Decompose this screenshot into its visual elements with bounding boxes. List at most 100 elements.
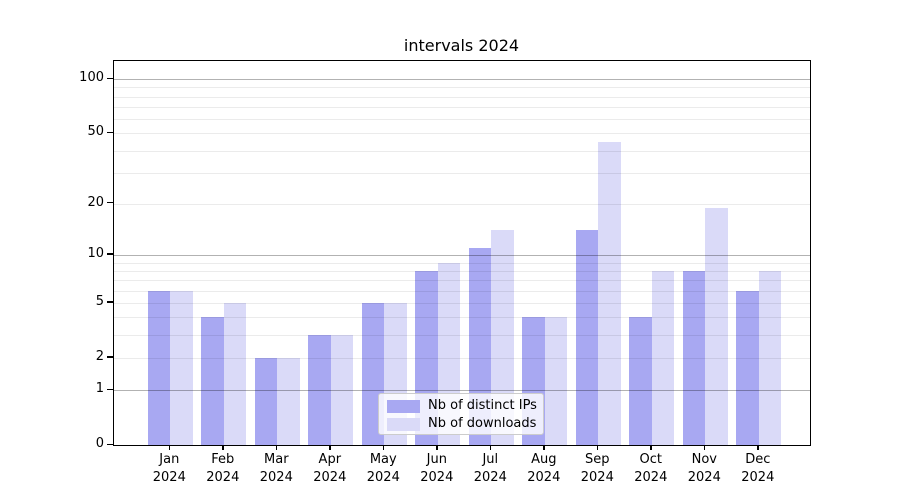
gridline-minor-9 — [114, 262, 810, 264]
x-tick-label-nov: Nov 2024 — [672, 451, 736, 487]
legend-row-downloads: Nb of downloads — [387, 415, 543, 433]
x-tick-label-month: Nov — [691, 452, 717, 467]
x-tick-label-year: 2024 — [420, 470, 454, 485]
gridline-minor-20 — [114, 203, 810, 205]
gridline-minor-70 — [114, 107, 810, 109]
x-tick-label-jun: Jun 2024 — [405, 451, 469, 487]
x-tick-jul — [489, 445, 492, 450]
gridline-minor-60 — [114, 119, 810, 121]
legend-swatch-distinct-ips — [387, 399, 420, 413]
gridline-minor-2 — [114, 357, 810, 359]
x-tick-feb — [222, 445, 224, 450]
y-tick-label-1: 1 — [95, 381, 104, 397]
x-tick-label-feb: Feb 2024 — [191, 451, 255, 487]
y-tick-label-100: 100 — [79, 70, 104, 86]
x-tick-oct — [650, 445, 652, 450]
bar-nb-of-downloads-feb — [223, 302, 247, 445]
x-tick-label-month: May — [369, 452, 397, 467]
legend-label-distinct-ips: Nb of distinct IPs — [428, 398, 537, 413]
y-tick-label-20: 20 — [87, 194, 104, 210]
gridline-minor-7 — [114, 280, 810, 282]
x-tick-sep — [596, 445, 599, 450]
gridline-minor-6 — [114, 290, 810, 292]
x-tick-label-year: 2024 — [259, 470, 293, 485]
x-tick-label-year: 2024 — [687, 470, 721, 485]
y-tick-2 — [107, 356, 113, 358]
y-tick-label-50: 50 — [87, 124, 104, 140]
x-tick-mar — [275, 445, 278, 450]
y-tick-0 — [107, 443, 113, 445]
x-tick-label-month: Apr — [318, 452, 342, 467]
bar-nb-of-distinct-ips-dec — [736, 290, 759, 445]
x-tick-nov — [703, 445, 706, 450]
x-tick-label-month: Dec — [745, 452, 771, 467]
gridline-minor-3 — [114, 335, 810, 337]
x-tick-label-month: Feb — [211, 452, 235, 467]
x-tick-label-jul: Jul 2024 — [458, 451, 522, 487]
y-tick-5 — [107, 301, 113, 303]
y-tick-label-2: 2 — [95, 348, 104, 364]
x-tick-label-month: Oct — [639, 452, 663, 467]
legend-swatch-downloads — [387, 417, 420, 431]
bar-nb-of-downloads-aug — [544, 317, 568, 445]
gridline-minor-8 — [114, 270, 810, 272]
x-tick-aug — [543, 445, 545, 450]
bar-nb-of-distinct-ips-sep — [575, 230, 599, 445]
bar-nb-of-downloads-apr — [330, 335, 354, 445]
x-tick-jan — [168, 445, 171, 450]
bar-nb-of-distinct-ips-oct — [629, 317, 652, 445]
x-tick-apr — [329, 445, 331, 450]
x-tick-label-year: 2024 — [152, 470, 186, 485]
bar-nb-of-downloads-mar — [277, 357, 300, 445]
y-tick-label-10: 10 — [87, 245, 104, 261]
x-tick-label-apr: Apr 2024 — [298, 451, 362, 487]
y-tick-label-0: 0 — [95, 436, 104, 451]
gridline-major-100 — [114, 79, 810, 81]
x-tick-label-month: Jan — [159, 452, 180, 467]
legend: Nb of distinct IPs Nb of downloads — [378, 393, 544, 435]
bar-nb-of-distinct-ips-feb — [201, 317, 224, 445]
plot-area: Nb of distinct IPs Nb of downloads — [113, 60, 811, 446]
x-tick-may — [382, 445, 385, 450]
x-tick-label-month: Mar — [264, 452, 289, 467]
y-tick-label-5: 5 — [95, 293, 104, 309]
bar-nb-of-distinct-ips-nov — [682, 270, 706, 445]
y-tick-1 — [107, 388, 113, 390]
y-tick-100 — [107, 77, 113, 79]
gridline-minor-5 — [114, 302, 810, 304]
bar-nb-of-distinct-ips-mar — [254, 357, 278, 445]
y-tick-20 — [107, 202, 113, 204]
x-tick-label-jan: Jan 2024 — [137, 451, 201, 487]
bar-nb-of-downloads-dec — [758, 270, 782, 445]
bar-nb-of-distinct-ips-apr — [308, 335, 331, 445]
x-tick-label-month: Aug — [531, 452, 557, 467]
gridline-major-10 — [114, 254, 810, 256]
x-tick-label-year: 2024 — [741, 470, 775, 485]
x-tick-label-dec: Dec 2024 — [726, 451, 790, 487]
bar-nb-of-downloads-oct — [651, 270, 675, 445]
x-tick-label-year: 2024 — [473, 470, 507, 485]
x-tick-label-year: 2024 — [580, 470, 614, 485]
x-tick-label-month: Jul — [482, 452, 499, 467]
bar-nb-of-downloads-jul — [491, 230, 514, 445]
bar-nb-of-distinct-ips-jan — [147, 290, 171, 445]
gridline-major-1 — [114, 390, 810, 392]
bar-nb-of-downloads-nov — [705, 207, 728, 445]
gridline-minor-40 — [114, 150, 810, 152]
x-tick-label-oct: Oct 2024 — [619, 451, 683, 487]
x-tick-label-year: 2024 — [313, 470, 347, 485]
legend-row-distinct-ips: Nb of distinct IPs — [387, 397, 543, 415]
y-tick-10 — [107, 253, 113, 255]
x-tick-dec — [757, 445, 759, 450]
x-tick-label-year: 2024 — [366, 470, 400, 485]
legend-label-downloads: Nb of downloads — [428, 416, 537, 431]
gridline-minor-80 — [114, 96, 810, 98]
chart-title: intervals 2024 — [403, 36, 520, 55]
x-tick-label-year: 2024 — [634, 470, 668, 485]
gridline-minor-30 — [114, 172, 810, 174]
x-tick-label-month: Jun — [426, 452, 447, 467]
x-tick-label-mar: Mar 2024 — [244, 451, 308, 487]
y-tick-50 — [107, 131, 113, 134]
gridline-minor-4 — [114, 317, 810, 319]
